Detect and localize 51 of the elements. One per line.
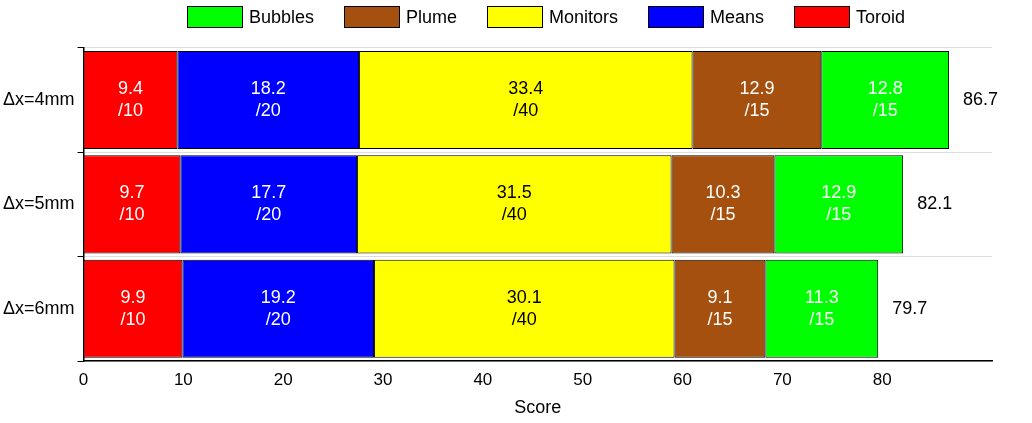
total-label: 82.1 [917,193,953,214]
annotation: /20 [256,204,282,225]
data-label: 31.5 [496,182,532,203]
x-tick-label: 40 [473,369,493,389]
data-label: 10.3 [705,182,741,203]
annotation: /40 [511,308,537,329]
x-tick-label: 60 [673,369,692,389]
y-tick-label: Δx=5mm [2,193,75,214]
x-tick-label: 80 [872,369,892,389]
x-tick-label: 10 [173,369,193,389]
legend-label: Bubbles [248,6,314,28]
total-label: 79.7 [892,297,928,318]
data-label: 9.9 [120,286,146,307]
data-label: 33.4 [508,77,544,98]
annotation: /10 [117,99,143,120]
annotation: /40 [513,99,539,120]
data-label: 17.7 [251,182,287,203]
annotation: /15 [872,99,898,120]
data-label: 12.8 [867,77,903,98]
x-tick-label: 70 [772,369,792,389]
annotation: /10 [120,308,146,329]
x-tick-label: 50 [573,369,593,389]
annotation: /20 [255,99,281,120]
legend-label: Plume [405,6,457,28]
data-label: 9.1 [707,286,733,307]
annotation: /15 [707,308,733,329]
legend-label: Means [710,6,765,28]
x-tick-label: 30 [373,369,393,389]
series-label: Monitors [549,6,619,28]
total-label: 86.7 [963,88,999,109]
annotation: /10 [119,204,145,225]
data-label: 12.9 [739,77,775,98]
x-tick-label: 0 [78,369,89,389]
data-label: 12.9 [821,182,857,203]
annotation: /15 [809,308,835,329]
data-label: 19.2 [260,286,296,307]
annotation: /15 [744,99,770,120]
annotation: /20 [265,308,291,329]
x-tick-label: 20 [273,369,293,389]
annotation: /15 [826,204,852,225]
y-tick-label: Δx=4mm [2,88,75,109]
y-tick-label: Δx=6mm [2,297,75,318]
data-label: 11.3 [804,286,839,307]
data-label: 30.1 [506,286,542,307]
data-label: 18.2 [250,77,286,98]
legend-label: Toroid [856,6,906,28]
annotation: /15 [710,204,736,225]
data-label: 9.7 [119,182,145,203]
x-axis-title: Score [514,397,562,418]
annotation: /40 [501,204,527,225]
data-label: 9.4 [117,77,143,98]
